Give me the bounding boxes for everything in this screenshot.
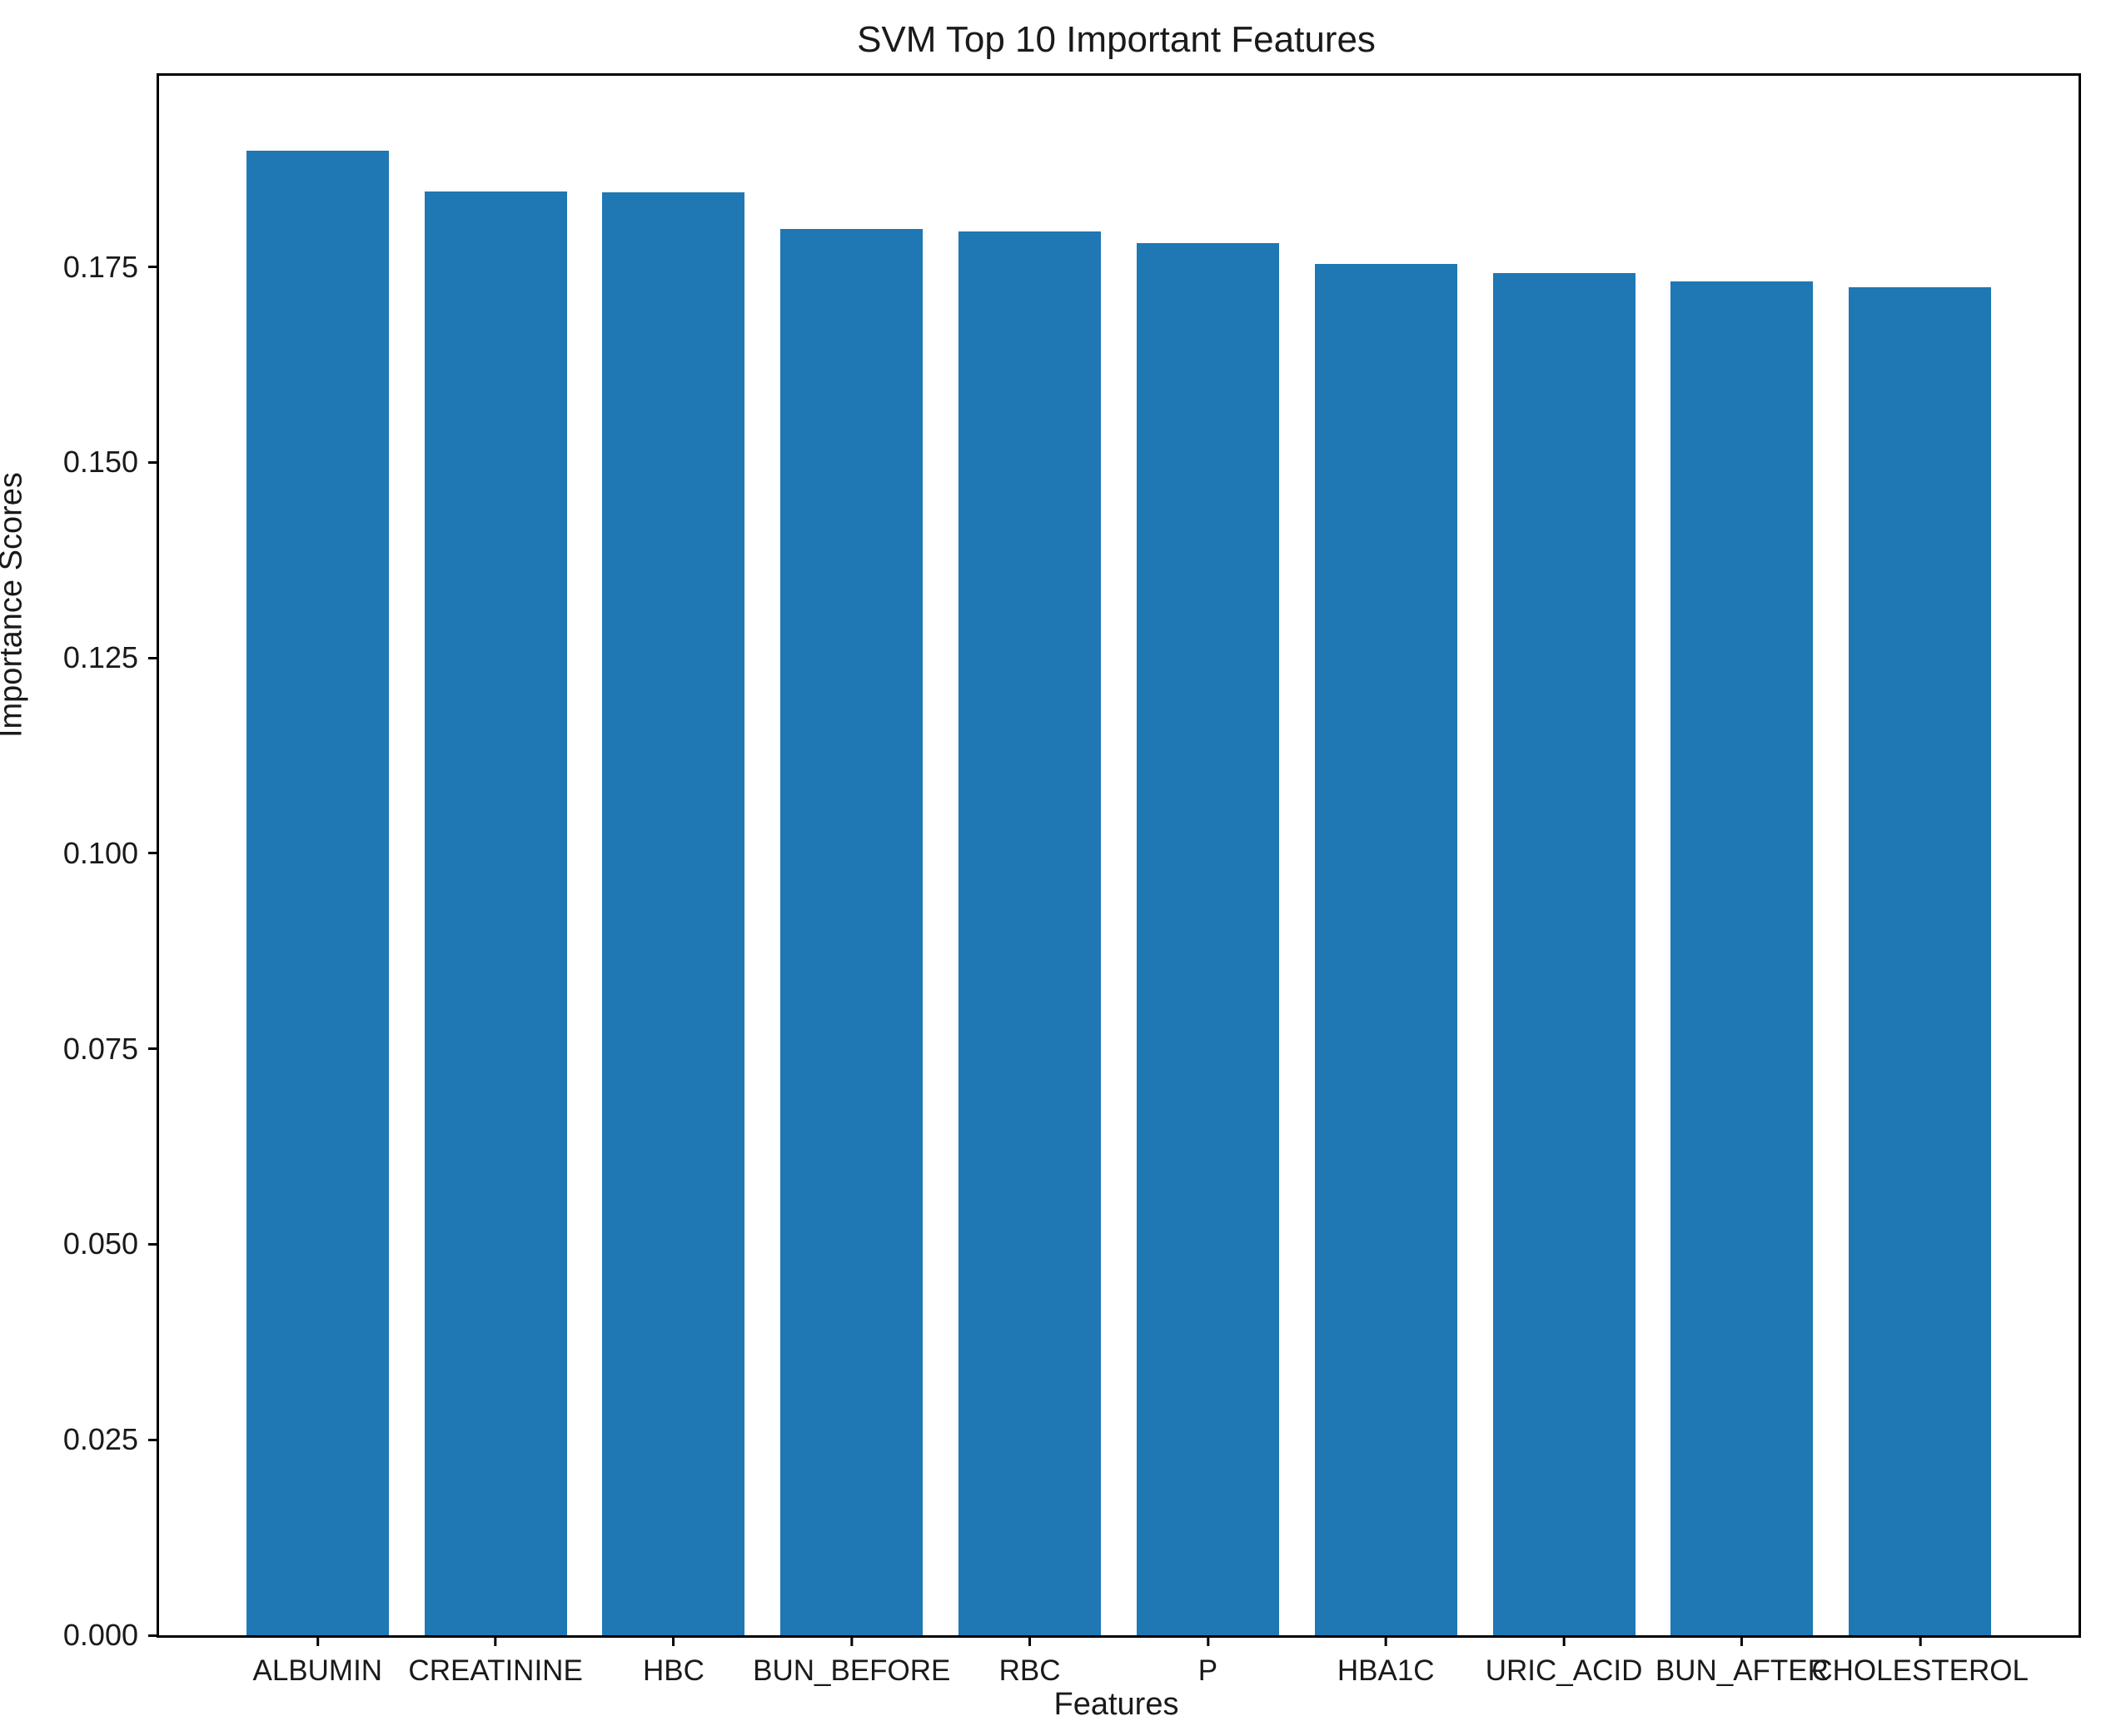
bar	[246, 150, 389, 1635]
x-tick-label: RBC	[998, 1654, 1061, 1687]
x-tick-label: CREATININE	[408, 1654, 583, 1687]
y-tick-mark	[148, 1242, 159, 1246]
y-tick-mark	[148, 1634, 159, 1637]
y-axis-label: Importance Scores	[0, 472, 29, 739]
y-tick-label: 0.075	[62, 1031, 138, 1066]
bar	[1492, 273, 1636, 1635]
x-tick-label: BUN_BEFORE	[753, 1654, 951, 1687]
x-tick-mark	[316, 1635, 319, 1646]
y-tick-mark	[148, 266, 159, 269]
x-tick-label: HBA1C	[1337, 1654, 1435, 1687]
bar	[602, 192, 745, 1635]
bar	[424, 192, 567, 1635]
y-tick-label: 0.025	[62, 1422, 138, 1457]
y-tick: 0.175	[63, 250, 159, 285]
x-tick-label: HBC	[642, 1654, 704, 1687]
x-tick-label: P	[1197, 1654, 1218, 1687]
y-tick-mark	[148, 852, 159, 855]
y-tick-mark	[148, 656, 159, 659]
y-tick-label: 0.150	[62, 445, 138, 480]
bar	[1136, 243, 1279, 1635]
x-tick-mark	[1028, 1635, 1032, 1646]
x-tick: ALBUMIN	[252, 1635, 383, 1688]
bar	[1670, 281, 1814, 1635]
y-tick: 0.050	[63, 1226, 159, 1261]
y-tick: 0.025	[63, 1422, 159, 1457]
x-tick: P	[1198, 1635, 1217, 1688]
y-tick-mark	[148, 1047, 159, 1051]
x-tick-mark	[850, 1635, 854, 1646]
y-tick-label: 0.100	[62, 835, 138, 870]
y-tick: 0.100	[63, 836, 159, 871]
x-tick-label: URIC_ACID	[1485, 1654, 1643, 1687]
y-tick: 0.150	[63, 445, 159, 480]
x-tick: URIC_ACID	[1485, 1635, 1643, 1688]
x-tick-label: ALBUMIN	[252, 1654, 383, 1687]
x-tick-label: CHOLESTEROL	[1811, 1654, 2029, 1687]
chart-title: SVM Top 10 Important Features	[857, 19, 1376, 60]
y-tick-label: 0.125	[62, 640, 138, 675]
x-tick-mark	[494, 1635, 497, 1646]
x-tick: HBA1C	[1337, 1635, 1435, 1688]
x-axis-label: Features	[1053, 1687, 1179, 1722]
x-tick: BUN_AFTER	[1655, 1635, 1829, 1688]
y-tick-label: 0.175	[62, 249, 138, 284]
x-tick: BUN_BEFORE	[753, 1635, 950, 1688]
x-tick-mark	[1384, 1635, 1387, 1646]
x-tick-mark	[672, 1635, 675, 1646]
x-tick-mark	[1740, 1635, 1744, 1646]
x-tick-mark	[1562, 1635, 1566, 1646]
bar	[958, 231, 1102, 1635]
x-tick: HBC	[643, 1635, 704, 1688]
y-tick-mark	[148, 460, 159, 464]
y-tick-label: 0.000	[62, 1618, 138, 1652]
x-tick: CHOLESTEROL	[1811, 1635, 2029, 1688]
y-tick: 0.075	[63, 1032, 159, 1067]
x-tick-mark	[1206, 1635, 1209, 1646]
bar	[1314, 263, 1457, 1635]
y-tick-mark	[148, 1438, 159, 1441]
y-tick: 0.125	[63, 640, 159, 675]
x-tick: RBC	[999, 1635, 1061, 1688]
x-tick-mark	[1919, 1635, 1922, 1646]
bar	[1849, 286, 1992, 1635]
plot-area: 0.000 0.025 0.050 0.075 0.100 0.125 0.150 0.175…	[63, 73, 2081, 1687]
x-tick-label: BUN_AFTER	[1655, 1654, 1829, 1687]
x-tick: CREATININE	[408, 1635, 583, 1688]
y-tick: 0.000	[63, 1618, 159, 1653]
bar	[780, 228, 924, 1635]
y-tick-label: 0.050	[62, 1226, 138, 1261]
